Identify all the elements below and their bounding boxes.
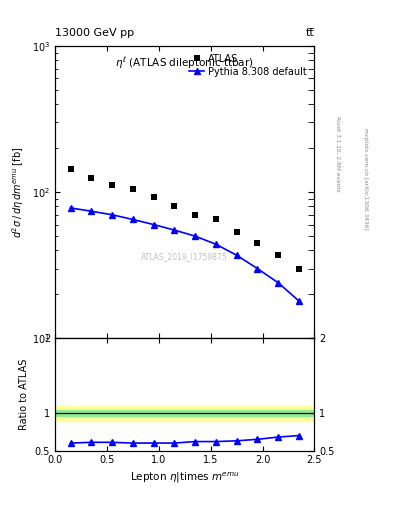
Pythia 8.308 default [255,265,260,271]
ATLAS [255,240,260,246]
Text: $\eta^\ell$ (ATLAS dileptonic ttbar): $\eta^\ell$ (ATLAS dileptonic ttbar) [116,55,254,71]
ATLAS [276,252,281,258]
Pythia 8.308 default [296,298,301,304]
Text: tt̅: tt̅ [306,28,314,38]
ATLAS [172,203,177,209]
Text: Rivet 3.1.10, 2.8M events: Rivet 3.1.10, 2.8M events [336,116,340,191]
Text: 13000 GeV pp: 13000 GeV pp [55,28,134,38]
Pythia 8.308 default [68,205,73,211]
Pythia 8.308 default [234,252,239,258]
Pythia 8.308 default [193,233,197,239]
ATLAS [213,217,218,223]
Y-axis label: $d^2\sigma\,/\,d\eta\,dm^{emu}$ [fb]: $d^2\sigma\,/\,d\eta\,dm^{emu}$ [fb] [11,146,26,238]
ATLAS [89,175,94,181]
ATLAS [296,265,301,271]
ATLAS [130,186,135,192]
Pythia 8.308 default [213,241,218,247]
Pythia 8.308 default [151,222,156,228]
Pythia 8.308 default [276,280,281,286]
Y-axis label: Ratio to ATLAS: Ratio to ATLAS [19,359,29,430]
Pythia 8.308 default [89,208,94,215]
ATLAS [193,211,197,218]
Text: ATLAS_2019_I1759875: ATLAS_2019_I1759875 [141,252,228,261]
ATLAS [234,229,239,236]
ATLAS [110,182,114,188]
Pythia 8.308 default [172,227,177,233]
Legend: ATLAS, Pythia 8.308 default: ATLAS, Pythia 8.308 default [185,50,310,81]
ATLAS [151,195,156,201]
Text: mcplots.cern.ch [arXiv:1306.3436]: mcplots.cern.ch [arXiv:1306.3436] [363,129,368,230]
Line: Pythia 8.308 default: Pythia 8.308 default [68,205,301,304]
Pythia 8.308 default [110,211,114,218]
X-axis label: Lepton $\eta$$|$times $m^{emu}$: Lepton $\eta$$|$times $m^{emu}$ [130,471,240,485]
ATLAS [68,165,73,172]
Bar [55,406,314,420]
Bar [55,410,314,416]
Line: ATLAS: ATLAS [67,165,302,272]
Pythia 8.308 default [130,217,135,223]
